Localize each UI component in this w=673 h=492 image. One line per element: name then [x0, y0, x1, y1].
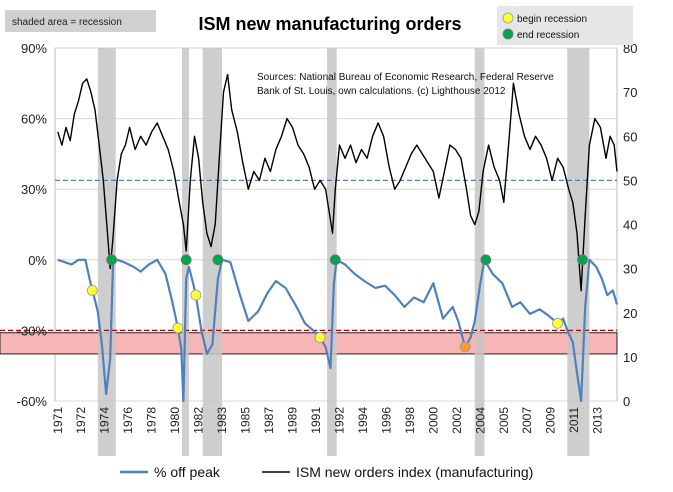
x-axis-tick-8: 1985 [239, 407, 253, 434]
left-axis-tick-1: 60% [21, 112, 47, 127]
right-axis-tick-3: 50 [623, 173, 637, 188]
recession-shade-0 [97, 48, 116, 456]
chart-title: ISM new manufacturing orders [198, 14, 461, 34]
threshold-band [0, 332, 618, 355]
recession-note: shaded area = recession [12, 17, 122, 28]
x-axis-tick-9: 1987 [262, 407, 276, 434]
recession-note-box [5, 10, 156, 32]
chart-markers-layer [86, 254, 588, 353]
end-recession-marker-5 [577, 254, 588, 266]
x-axis-tick-19: 2005 [497, 407, 511, 434]
end-recession-marker-2 [212, 254, 224, 266]
chart-axes-layer: 90%60%30%0%-30%-60%807060504030201001971… [17, 41, 638, 434]
recession-shade-2 [202, 48, 223, 456]
begin-recession-marker-2 [190, 289, 202, 301]
legend-end-recession-dot [502, 28, 514, 40]
x-axis-tick-10: 1989 [286, 407, 300, 434]
recession-shade-4 [474, 48, 485, 456]
x-axis-tick-20: 2007 [520, 407, 534, 434]
left-axis-tick-3: 0% [28, 253, 47, 268]
source-text-line1: Sources: National Bureau of Economic Res… [257, 72, 554, 83]
recession-shade-1 [182, 48, 189, 456]
marker-legend: begin recession end recession [497, 6, 633, 45]
left-axis-tick-0: 90% [21, 41, 47, 56]
legend-ism-label: ISM new orders index (manufacturing) [296, 464, 533, 480]
x-axis-tick-12: 1992 [333, 407, 347, 434]
x-axis-tick-23: 2013 [591, 407, 605, 434]
x-axis-tick-16: 2000 [426, 407, 440, 434]
x-axis-tick-11: 1991 [309, 407, 323, 434]
left-axis-tick-2: 30% [21, 182, 47, 197]
begin-recession-marker-3 [314, 332, 326, 343]
right-axis-tick-4: 40 [623, 218, 637, 233]
x-axis-tick-2: 1974 [98, 407, 112, 434]
recession-shade-3 [327, 48, 337, 456]
source-text-line2: Bank of St. Louis, own calculations. (c)… [257, 86, 506, 97]
marker-legend-box [497, 6, 633, 45]
ism-new-orders-line [57, 73, 618, 292]
legend-begin-recession-dot [502, 12, 514, 24]
x-axis-tick-21: 2009 [544, 407, 558, 434]
x-axis-tick-22: 2011 [567, 407, 581, 433]
x-axis-tick-7: 1983 [215, 407, 229, 434]
begin-recession-marker-0 [86, 284, 98, 296]
end-recession-marker-4 [480, 254, 492, 266]
legend-end-recession-label: end recession [517, 30, 579, 41]
x-axis-tick-13: 1994 [356, 407, 370, 434]
x-axis-tick-4: 1978 [145, 407, 159, 434]
right-axis-tick-5: 30 [623, 262, 637, 277]
series-legend: % off peak ISM new orders index (manufac… [120, 464, 533, 480]
begin-recession-marker-5 [552, 317, 564, 329]
end-recession-marker-0 [106, 254, 118, 266]
chart-background-layer [0, 47, 618, 456]
right-axis-tick-2: 60 [623, 129, 637, 144]
right-axis-tick-6: 20 [623, 306, 637, 321]
x-axis-tick-15: 1998 [403, 407, 417, 434]
end-recession-marker-1 [180, 254, 192, 266]
x-axis-tick-18: 2004 [473, 407, 487, 434]
x-axis-tick-3: 1976 [121, 407, 135, 434]
x-axis-tick-1: 1972 [74, 407, 88, 434]
x-axis-tick-0: 1971 [51, 407, 65, 434]
begin-recession-marker-1 [172, 322, 184, 334]
legend-begin-recession-label: begin recession [517, 14, 587, 25]
right-axis-tick-8: 0 [623, 394, 630, 409]
left-axis-tick-5: -60% [17, 394, 48, 409]
x-axis-tick-17: 2002 [450, 407, 464, 434]
x-axis-tick-14: 1996 [379, 407, 393, 434]
x-axis-tick-6: 1982 [192, 407, 206, 434]
right-axis-tick-7: 10 [623, 350, 637, 365]
begin-recession-marker-4 [459, 341, 471, 353]
left-axis-tick-4: -30% [17, 323, 48, 338]
legend-pct-off-peak-label: % off peak [154, 464, 221, 480]
end-recession-marker-3 [329, 254, 341, 266]
x-axis-tick-5: 1980 [168, 407, 182, 434]
right-axis-tick-1: 70 [623, 85, 637, 100]
